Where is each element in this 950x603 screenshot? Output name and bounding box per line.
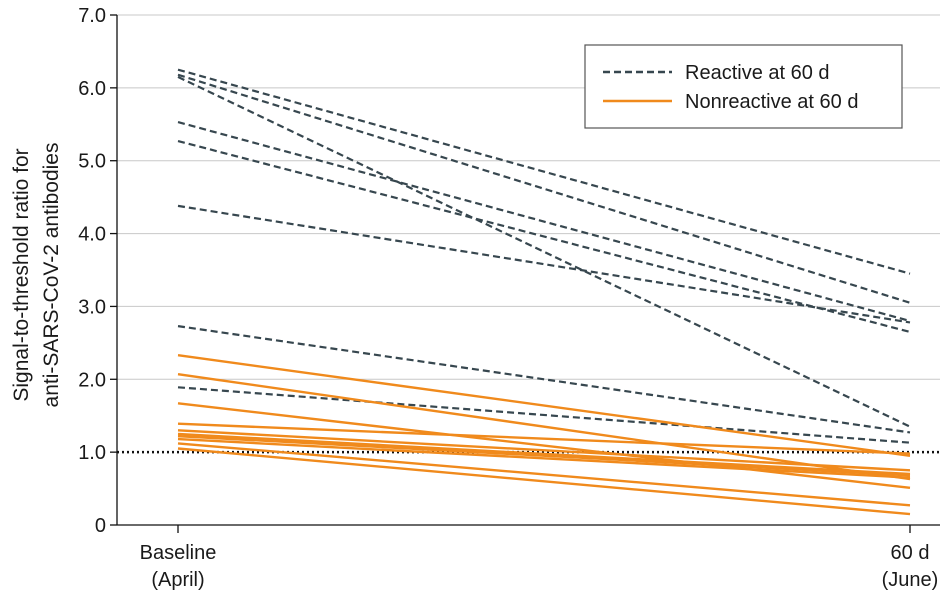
series-line-reactive-4 (177, 139, 911, 333)
legend-box (584, 44, 903, 129)
series-line-reactive-0 (177, 68, 911, 275)
series-line-reactive-7 (177, 386, 911, 444)
legend-label: Reactive at 60 d (685, 62, 830, 84)
series-line-nonreactive-10 (177, 402, 911, 490)
series-line-nonreactive-11 (177, 422, 911, 455)
x-tick-label: Baseline (April) (140, 542, 217, 591)
y-tick-label: 6.0 (78, 78, 106, 100)
axes (110, 14, 940, 533)
series-line-nonreactive-9 (177, 372, 911, 481)
series-line-nonreactive-12 (177, 429, 911, 472)
y-axis-title-text: Signal-to-threshold ratio for anti-SARS-C… (10, 143, 63, 408)
series-line-nonreactive-16 (177, 442, 911, 507)
series-line-nonreactive-13 (177, 432, 911, 476)
series-line-reactive-3 (177, 121, 911, 323)
series-line-nonreactive-14 (177, 434, 911, 477)
y-tick-label: 1.0 (78, 442, 106, 464)
y-tick-label: 7.0 (78, 5, 106, 27)
series-line-reactive-5 (177, 204, 911, 324)
series-line-reactive-6 (177, 325, 911, 434)
y-tick-label: 2.0 (78, 369, 106, 391)
series-lines (177, 68, 911, 516)
y-tick-label: 4.0 (78, 224, 106, 246)
x-tick-label: 60 d (June) (882, 542, 939, 591)
series-line-reactive-2 (177, 75, 911, 428)
legend: Reactive at 60 d Nonreactive at 60 d (584, 44, 903, 129)
y-tick-label: 5.0 (78, 151, 106, 173)
legend-label: Nonreactive at 60 d (685, 91, 858, 113)
y-axis-title: Signal-to-threshold ratio for anti-SARS-C… (10, 143, 63, 408)
series-line-nonreactive-17 (177, 447, 911, 516)
series-line-nonreactive-15 (177, 437, 911, 479)
series-line-nonreactive-8 (177, 354, 911, 457)
series-line-reactive-1 (177, 73, 911, 304)
y-tick-label: 3.0 (78, 296, 106, 318)
y-tick-labels: 0 1.0 2.0 3.0 4.0 5.0 6.0 7.0 (78, 5, 106, 537)
x-tick-labels: Baseline (April) 60 d (June) (140, 542, 939, 591)
y-tick-label: 0 (95, 515, 106, 537)
